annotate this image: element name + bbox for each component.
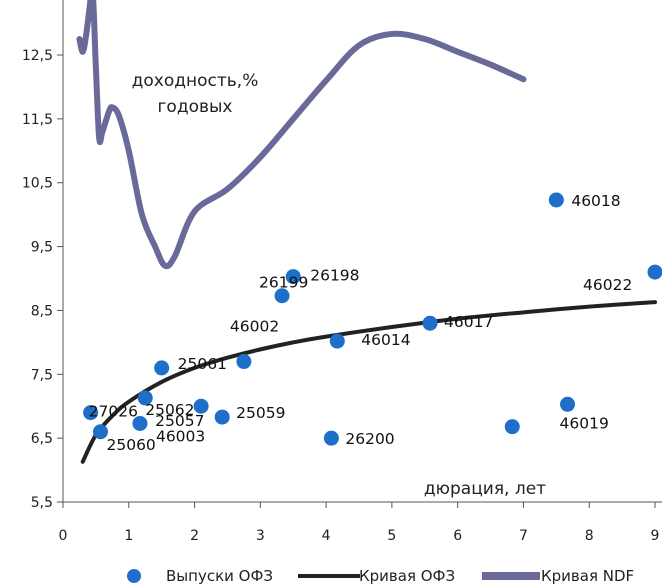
data-point-25061 xyxy=(154,360,170,376)
point-label-46019: 46019 xyxy=(560,414,609,432)
point-labels-layer: 27026 25060 46003 25062 25061 25057 25059 46002… xyxy=(89,192,633,454)
point-label-46022: 46022 xyxy=(583,276,632,294)
y-axis-label-line: доходность,% xyxy=(132,71,259,91)
data-point-26200 xyxy=(323,430,339,446)
point-label-46002: 46002 xyxy=(230,318,279,336)
point-label-46017: 46017 xyxy=(444,313,493,331)
x-tick-label: 8 xyxy=(585,528,594,544)
point-label-46018: 46018 xyxy=(571,192,620,210)
data-point-46017 xyxy=(422,315,438,331)
data-point-25062 xyxy=(137,390,153,406)
point-label-25061: 25061 xyxy=(178,355,227,373)
data-point-25059 xyxy=(214,409,230,425)
point-label-25059: 25059 xyxy=(236,404,285,422)
y-tick-label: 5,5 xyxy=(31,495,53,511)
points-layer xyxy=(83,192,662,446)
x-tick-label: 1 xyxy=(124,528,133,544)
data-point-46022 xyxy=(647,264,662,280)
y-axis-label: доходность,% годовых xyxy=(132,71,259,117)
data-point-46019 xyxy=(560,396,576,412)
x-tick-label: 2 xyxy=(190,528,199,544)
data-point-25060 xyxy=(92,424,108,440)
x-axis-label: дюрация, лет xyxy=(424,479,546,499)
x-tick-label: 3 xyxy=(256,528,265,544)
legend: Выпуски ОФЗ Кривая ОФЗ Кривая NDF xyxy=(127,567,634,584)
ndf-curve-layer xyxy=(76,0,527,270)
point-label-46003: 46003 xyxy=(156,427,205,445)
legend-label-ndf: Кривая NDF xyxy=(541,567,634,584)
data-point-26199 xyxy=(274,288,290,304)
point-label-26198: 26198 xyxy=(310,267,359,285)
y-axis-label-line: годовых xyxy=(158,97,233,117)
legend-label-points: Выпуски ОФЗ xyxy=(166,567,273,584)
axes: 5,5 6,5 7,5 8,5 9,5 10,5 11,5 12,5 0 1 2 3 4 5 6 7 8 9 xyxy=(22,0,662,544)
x-tick-label: 4 xyxy=(322,528,331,544)
point-label-46014: 46014 xyxy=(361,331,410,349)
y-tick-label: 7,5 xyxy=(31,367,53,383)
ofz-curve-line xyxy=(80,300,657,464)
data-point-27026 xyxy=(83,405,99,421)
data-point-46003 xyxy=(132,415,148,431)
point-label-25062: 25062 xyxy=(145,401,194,419)
x-tick-label: 5 xyxy=(387,528,396,544)
x-tick-label: 6 xyxy=(453,528,462,544)
y-tick-label: 8,5 xyxy=(31,303,53,319)
x-tick-label: 7 xyxy=(519,528,528,544)
x-tick-label: 9 xyxy=(651,528,660,544)
x-tick-label: 0 xyxy=(59,528,68,544)
data-point-unlabeled xyxy=(504,419,520,435)
data-point-46014 xyxy=(329,333,345,349)
point-label-26200: 26200 xyxy=(345,430,394,448)
y-tick-label: 6,5 xyxy=(31,431,53,447)
legend-label-ofz: Кривая ОФЗ xyxy=(359,567,455,584)
ndf-curve-line xyxy=(76,0,527,270)
legend-swatch-points xyxy=(127,569,141,583)
data-point-46018 xyxy=(548,192,564,208)
point-label-25057: 25057 xyxy=(155,412,204,430)
y-tick-label: 10,5 xyxy=(22,176,53,192)
data-point-26198 xyxy=(285,269,301,285)
data-point-46002 xyxy=(236,354,252,370)
data-point-25057 xyxy=(193,398,209,414)
ofz-curve-layer xyxy=(80,300,657,464)
y-tick-label: 12,5 xyxy=(22,48,53,64)
y-tick-label: 9,5 xyxy=(31,240,53,256)
y-tick-label: 11,5 xyxy=(22,112,53,128)
point-label-26199: 26199 xyxy=(259,274,308,292)
point-label-27026: 27026 xyxy=(89,403,138,421)
point-label-25060: 25060 xyxy=(106,436,155,454)
